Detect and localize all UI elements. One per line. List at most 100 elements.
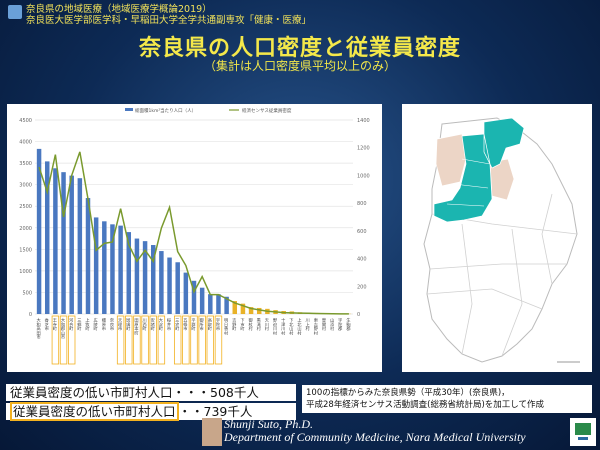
density-chart: 0 500 1000 1500 2000 2500 3000 3500 4000 4500 0 200…	[19, 107, 370, 365]
legend-label-bar: 総面積1km²当たり人口（人）	[135, 107, 196, 114]
category-label: 上北山村	[297, 317, 303, 336]
category-label: 斑鳩町	[125, 317, 131, 331]
category-highlight-box	[198, 315, 206, 365]
category-label: 香芝市	[44, 317, 50, 332]
bar	[216, 294, 221, 314]
bar	[159, 251, 164, 314]
category-label: 川上村	[305, 318, 311, 331]
y-left-tick-label: 4500	[19, 118, 32, 124]
category-label: 宇陀市	[216, 317, 221, 332]
bar	[118, 225, 123, 314]
category-label: 奈良市	[109, 317, 115, 332]
bar	[240, 303, 246, 314]
category-label: 下市町	[240, 318, 246, 331]
category-label: 王寺町	[52, 318, 58, 331]
bar	[150, 245, 156, 314]
bar	[199, 287, 205, 314]
category-highlight-box	[141, 315, 149, 365]
bar	[167, 257, 172, 314]
category-highlight-box	[133, 315, 141, 365]
category-label: 桜井市	[166, 317, 172, 332]
bar	[36, 148, 42, 314]
category-label: 宇陀郡	[338, 317, 343, 332]
category-highlight-box	[67, 315, 76, 365]
bar	[208, 294, 213, 314]
bar	[44, 161, 50, 314]
bar	[248, 307, 254, 314]
category-label: 黒滝村	[256, 318, 262, 331]
category-label: 御所市	[200, 317, 205, 332]
y-right-tick-label: 0	[357, 312, 360, 318]
y-left-tick-label: 0	[29, 312, 32, 318]
category-label: 安堵町	[150, 317, 156, 331]
category-label: 明日香村	[223, 318, 229, 336]
y-left-tick-label: 3000	[19, 183, 32, 189]
category-label: 大淀町	[158, 317, 164, 331]
bar	[191, 280, 197, 314]
source-line2: 平成28年経済センサス活動調査(総務省統計局)を加工して作成	[306, 400, 545, 410]
y-left-tick-label: 2500	[19, 204, 32, 210]
bar	[53, 168, 58, 314]
map-panel	[402, 104, 592, 372]
source-note: 100の指標からみた奈良県勢（平成30年）(奈良県)， 平成28年経済センサス活…	[302, 385, 592, 413]
bar	[69, 175, 74, 314]
category-label: 橿原市	[101, 317, 107, 332]
category-label: 大和高田市	[37, 317, 42, 341]
bar	[224, 296, 229, 314]
category-label: 天理市	[117, 318, 123, 332]
category-highlight-box	[182, 315, 190, 365]
category-highlight-box	[206, 315, 215, 365]
category-label: 平群町	[191, 318, 197, 331]
y-right-tick-label: 1000	[357, 173, 370, 179]
category-highlight-box	[149, 315, 157, 365]
source-line1: 100の指標からみた奈良県勢（平成30年）(奈良県)，	[306, 388, 510, 398]
category-highlight-box	[157, 315, 166, 365]
category-label: 田原本町	[134, 318, 140, 336]
category-label: 広陵町	[93, 317, 99, 331]
map-municipality-lines	[426, 193, 578, 357]
category-label: 下北山村	[288, 318, 294, 336]
category-label: 三宅町	[174, 318, 180, 331]
y-right-tick-label: 200	[357, 284, 367, 290]
header-line1: 奈良県の地域医療（地域医療学概論2019）	[26, 4, 212, 15]
category-label: 東吉野村	[313, 317, 319, 336]
university-logo-icon	[570, 418, 596, 446]
category-label: 天川村	[264, 318, 270, 331]
footer-name: Shunji Suto, Ph.D.	[224, 417, 313, 431]
y-left-tick-label: 1500	[19, 247, 32, 253]
bar	[134, 238, 140, 314]
bar	[77, 178, 83, 314]
category-highlight-box	[59, 315, 68, 365]
y-right-tick-label: 600	[357, 229, 367, 235]
footer-dept: Department of Community Medicine, Nara M…	[224, 430, 526, 444]
y-right-tick-label: 400	[357, 257, 367, 263]
bar	[175, 262, 180, 314]
category-label: 五條市	[182, 318, 188, 332]
category-label: 山添村	[329, 317, 335, 331]
y-left-tick-label: 3500	[19, 161, 32, 167]
header-line2: 奈良医大医学部医学科・早稲田大学全学共通副専攻「健康・医療」	[26, 15, 312, 26]
series-line	[38, 151, 349, 315]
legend-swatch-bar	[125, 108, 133, 111]
bar	[110, 224, 115, 314]
bar	[102, 221, 107, 314]
bar	[183, 272, 189, 314]
y-right-tick-label: 800	[357, 201, 367, 207]
bar	[61, 172, 66, 314]
legend-label-line: 経済センサス従業員密度	[242, 107, 292, 114]
category-label: 十津川村	[280, 317, 286, 336]
footer: Shunji Suto, Ph.D. Department of Communi…	[224, 418, 526, 444]
category-label: 高取町	[207, 317, 213, 331]
category-label: 生駒郡	[346, 317, 351, 332]
category-label: 大和郡山市	[61, 317, 66, 341]
bar	[256, 307, 262, 314]
bar	[126, 232, 132, 314]
slide-title: 奈良県の人口密度と従業員密度	[138, 36, 461, 61]
category-label: 曽爾村	[321, 317, 327, 331]
y-right-tick-label: 1200	[357, 146, 370, 152]
category-label: 御杖村	[248, 317, 254, 331]
map-teal-borders	[446, 158, 491, 207]
bar	[93, 217, 99, 314]
category-label: 吉野町	[231, 318, 237, 331]
y-left-tick-label: 2000	[19, 226, 32, 232]
